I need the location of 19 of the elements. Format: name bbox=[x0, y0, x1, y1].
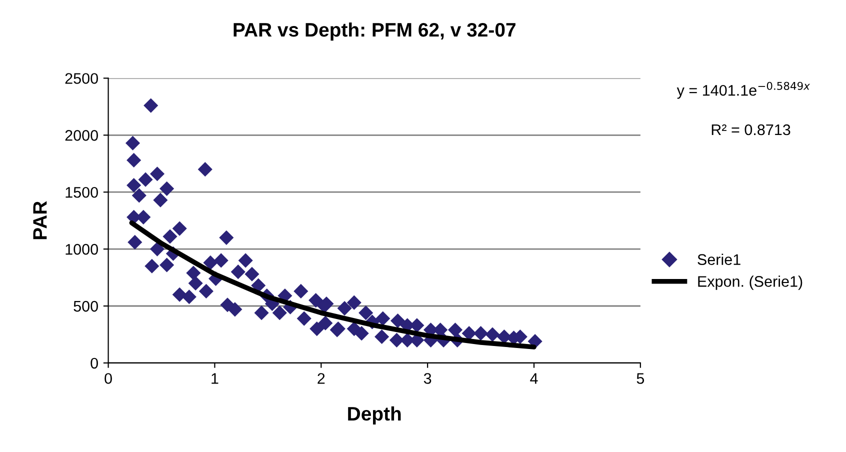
legend-label: Expon. (Serie1) bbox=[698, 276, 802, 290]
chart-title: PAR vs Depth: PFM 62, v 32-07 bbox=[234, 22, 516, 41]
x-tick-label: 4 bbox=[530, 373, 538, 384]
x-tick-label: 1 bbox=[212, 373, 218, 384]
x-tick-label: 5 bbox=[636, 373, 644, 384]
x-tick-label: 3 bbox=[424, 373, 432, 384]
y-tick-label: 1000 bbox=[66, 244, 98, 255]
y-tick-label: 0 bbox=[90, 358, 98, 369]
x-axis-title: Depth bbox=[348, 406, 401, 424]
y-axis-title: PAR bbox=[33, 201, 47, 240]
text: y = 1401.1e$^{−0.5849x}$ bbox=[676, 82, 810, 99]
legend-label: Serie1 bbox=[698, 254, 740, 265]
x-tick-label: 0 bbox=[104, 373, 112, 384]
text: R² = 0.8713 bbox=[712, 124, 790, 136]
y-tick-label: 1500 bbox=[66, 186, 98, 198]
x-tick-label: 2 bbox=[318, 373, 325, 384]
y-tick-label: 500 bbox=[74, 300, 98, 312]
y-tick-label: 2500 bbox=[65, 73, 98, 84]
y-tick-label: 2000 bbox=[65, 130, 98, 141]
